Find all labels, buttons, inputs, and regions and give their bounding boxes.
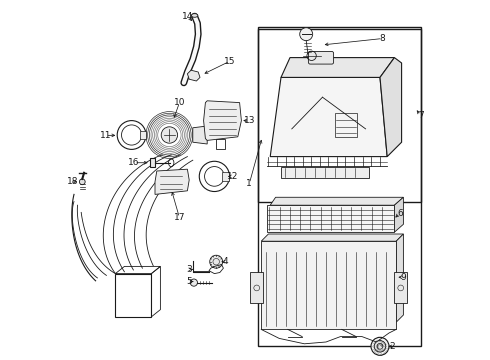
Text: 15: 15: [224, 57, 236, 66]
Bar: [258, 27, 421, 202]
Text: 7: 7: [418, 111, 423, 120]
Bar: [281, 167, 369, 178]
Text: 18: 18: [67, 177, 79, 186]
Bar: [335, 113, 357, 137]
Bar: [261, 241, 396, 329]
Bar: [258, 29, 421, 346]
Bar: [150, 158, 155, 167]
Text: 11: 11: [99, 131, 111, 140]
Polygon shape: [187, 70, 200, 81]
Bar: [394, 272, 407, 303]
Text: 5: 5: [187, 277, 193, 286]
Text: 1: 1: [246, 179, 252, 188]
Bar: [140, 131, 146, 139]
Text: 4: 4: [222, 257, 228, 266]
Text: 9: 9: [400, 273, 406, 282]
Text: 10: 10: [174, 98, 185, 107]
Polygon shape: [281, 58, 394, 77]
Bar: [222, 172, 229, 181]
Bar: [267, 205, 394, 232]
Polygon shape: [155, 169, 189, 194]
Polygon shape: [261, 234, 403, 241]
Circle shape: [371, 337, 389, 355]
Text: 2: 2: [390, 342, 395, 351]
Text: 8: 8: [380, 34, 386, 43]
Text: 14: 14: [182, 12, 194, 21]
Polygon shape: [270, 197, 403, 205]
Text: 12: 12: [227, 172, 238, 181]
Bar: [216, 139, 225, 149]
Text: 13: 13: [244, 116, 255, 125]
Polygon shape: [396, 234, 403, 322]
Polygon shape: [193, 126, 207, 144]
Bar: [250, 272, 263, 303]
Circle shape: [210, 255, 222, 268]
Polygon shape: [380, 58, 402, 157]
Text: 17: 17: [174, 213, 185, 222]
Polygon shape: [204, 101, 242, 140]
Polygon shape: [270, 77, 387, 157]
Circle shape: [190, 279, 197, 286]
Circle shape: [79, 179, 85, 185]
Text: 16: 16: [128, 158, 140, 167]
Circle shape: [300, 28, 313, 41]
Text: 3: 3: [187, 265, 193, 274]
Ellipse shape: [192, 14, 198, 17]
Polygon shape: [394, 197, 403, 232]
Bar: [116, 274, 151, 317]
Circle shape: [374, 341, 386, 352]
FancyBboxPatch shape: [308, 51, 334, 64]
Circle shape: [161, 127, 177, 143]
Text: 6: 6: [397, 209, 403, 217]
